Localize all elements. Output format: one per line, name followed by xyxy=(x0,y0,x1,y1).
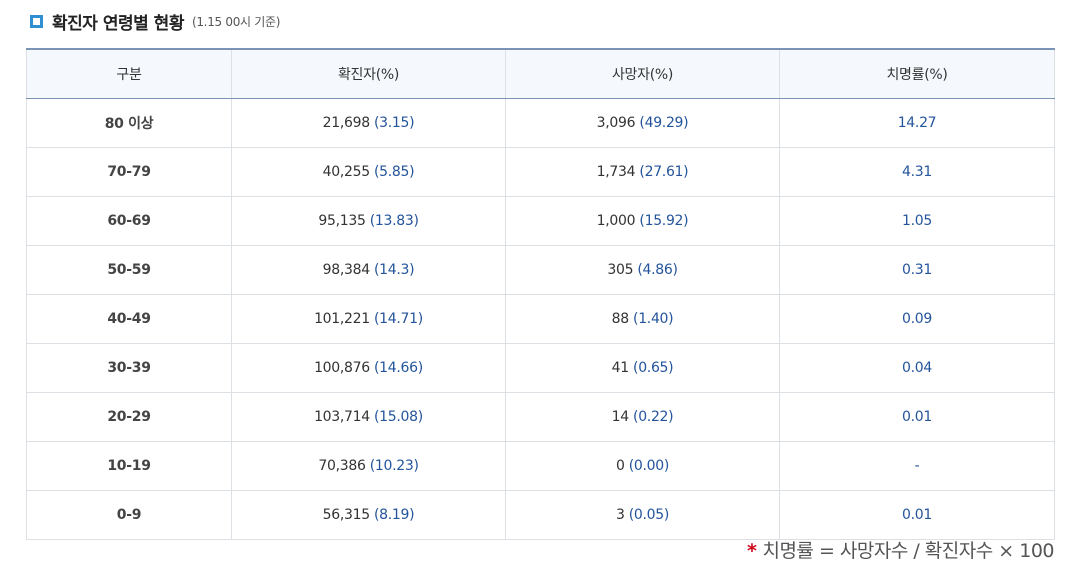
deaths-percent: (0.65) xyxy=(633,360,674,376)
cases-percent: (14.3) xyxy=(374,262,415,278)
table-row: 80 이상 21,698 (3.15) 3,096 (49.29) 14.27 xyxy=(26,98,1055,148)
footnote-text: 치명률 = 사망자수 / 확진자수 × 100 xyxy=(762,540,1054,562)
table-row: 40-49 101,221 (14.71) 88 (1.40) 0.09 xyxy=(26,294,1055,344)
fatality-rate-cell: 14.27 xyxy=(779,98,1055,148)
age-group-cell: 20-29 xyxy=(26,392,232,442)
fatality-rate-cell: 4.31 xyxy=(779,147,1055,197)
cases-cell: 101,221 (14.71) xyxy=(231,294,506,344)
fatality-rate-cell: 0.01 xyxy=(779,490,1055,540)
table-row: 60-69 95,135 (13.83) 1,000 (15.92) 1.05 xyxy=(26,196,1055,246)
page-subtitle: (1.15 00시 기준) xyxy=(191,14,281,29)
age-group-cell: 30-39 xyxy=(26,343,232,393)
fatality-rate-cell: 0.04 xyxy=(779,343,1055,393)
deaths-count: 305 xyxy=(607,262,634,278)
cases-percent: (8.19) xyxy=(374,507,415,523)
fatality-rate-cell: - xyxy=(779,441,1055,491)
deaths-count: 88 xyxy=(611,311,630,327)
section-header: 확진자 연령별 현황 (1.15 00시 기준) xyxy=(30,8,280,34)
cases-cell: 98,384 (14.3) xyxy=(231,245,506,295)
deaths-percent: (1.40) xyxy=(633,311,674,327)
deaths-cell: 3 (0.05) xyxy=(505,490,780,540)
cases-percent: (3.15) xyxy=(374,115,415,131)
age-group-cell: 80 이상 xyxy=(26,98,232,148)
table-row: 20-29 103,714 (15.08) 14 (0.22) 0.01 xyxy=(26,392,1055,442)
cases-count: 40,255 xyxy=(322,164,370,180)
cases-cell: 100,876 (14.66) xyxy=(231,343,506,393)
table-header-row: 구분 확진자(%) 사망자(%) 치명률(%) xyxy=(26,49,1055,99)
deaths-cell: 41 (0.65) xyxy=(505,343,780,393)
fatality-rate-cell: 0.01 xyxy=(779,392,1055,442)
deaths-cell: 1,734 (27.61) xyxy=(505,147,780,197)
fatality-rate-cell: 0.31 xyxy=(779,245,1055,295)
age-stats-table-container: 구분 확진자(%) 사망자(%) 치명률(%) 80 이상 21,698 (3.… xyxy=(26,48,1055,540)
deaths-count: 3 xyxy=(615,507,625,523)
cases-percent: (15.08) xyxy=(374,409,423,425)
age-group-cell: 70-79 xyxy=(26,147,232,197)
deaths-percent: (4.86) xyxy=(637,262,678,278)
cases-count: 95,135 xyxy=(318,213,366,229)
column-header-cases: 확진자(%) xyxy=(231,49,506,99)
deaths-cell: 1,000 (15.92) xyxy=(505,196,780,246)
age-group-cell: 40-49 xyxy=(26,294,232,344)
deaths-count: 0 xyxy=(615,458,625,474)
page-title: 확진자 연령별 현황 xyxy=(52,13,184,34)
age-group-cell: 10-19 xyxy=(26,441,232,491)
cases-count: 70,386 xyxy=(318,458,366,474)
column-header-deaths: 사망자(%) xyxy=(505,49,780,99)
deaths-count: 41 xyxy=(611,360,630,376)
cases-cell: 70,386 (10.23) xyxy=(231,441,506,491)
age-group-cell: 50-59 xyxy=(26,245,232,295)
cases-count: 101,221 xyxy=(314,311,370,327)
fatality-rate-cell: 1.05 xyxy=(779,196,1055,246)
deaths-cell: 14 (0.22) xyxy=(505,392,780,442)
cases-count: 56,315 xyxy=(322,507,370,523)
table-row: 70-79 40,255 (5.85) 1,734 (27.61) 4.31 xyxy=(26,147,1055,197)
cases-count: 21,698 xyxy=(322,115,370,131)
table-row: 10-19 70,386 (10.23) 0 (0.00) - xyxy=(26,441,1055,491)
cases-percent: (5.85) xyxy=(374,164,415,180)
table-row: 0-9 56,315 (8.19) 3 (0.05) 0.01 xyxy=(26,490,1055,540)
deaths-count: 14 xyxy=(611,409,630,425)
square-bullet-icon xyxy=(30,14,43,28)
table-row: 30-39 100,876 (14.66) 41 (0.65) 0.04 xyxy=(26,343,1055,393)
cases-count: 100,876 xyxy=(314,360,370,376)
column-header-group: 구분 xyxy=(26,49,232,99)
table-row: 50-59 98,384 (14.3) 305 (4.86) 0.31 xyxy=(26,245,1055,295)
cases-cell: 95,135 (13.83) xyxy=(231,196,506,246)
cases-cell: 56,315 (8.19) xyxy=(231,490,506,540)
deaths-count: 3,096 xyxy=(596,115,636,131)
deaths-cell: 0 (0.00) xyxy=(505,441,780,491)
fatality-rate-cell: 0.09 xyxy=(779,294,1055,344)
column-header-fatality-rate: 치명률(%) xyxy=(779,49,1055,99)
cases-count: 98,384 xyxy=(322,262,370,278)
fatality-rate-footnote: * 치명률 = 사망자수 / 확진자수 × 100 xyxy=(747,536,1054,563)
deaths-percent: (0.22) xyxy=(633,409,674,425)
cases-count: 103,714 xyxy=(314,409,370,425)
deaths-count: 1,000 xyxy=(596,213,636,229)
deaths-percent: (27.61) xyxy=(639,164,689,180)
deaths-cell: 3,096 (49.29) xyxy=(505,98,780,148)
deaths-percent: (15.92) xyxy=(639,213,689,229)
age-group-cell: 0-9 xyxy=(26,490,232,540)
cases-cell: 40,255 (5.85) xyxy=(231,147,506,197)
cases-percent: (14.66) xyxy=(374,360,423,376)
deaths-percent: (49.29) xyxy=(639,115,689,131)
cases-percent: (13.83) xyxy=(369,213,419,229)
cases-percent: (10.23) xyxy=(369,458,419,474)
age-stats-table: 구분 확진자(%) 사망자(%) 치명률(%) 80 이상 21,698 (3.… xyxy=(26,48,1055,540)
asterisk-mark: * xyxy=(747,540,757,562)
deaths-cell: 305 (4.86) xyxy=(505,245,780,295)
cases-percent: (14.71) xyxy=(374,311,423,327)
deaths-percent: (0.05) xyxy=(628,507,670,523)
deaths-percent: (0.00) xyxy=(628,458,670,474)
cases-cell: 21,698 (3.15) xyxy=(231,98,506,148)
deaths-count: 1,734 xyxy=(596,164,636,180)
age-group-cell: 60-69 xyxy=(26,196,232,246)
cases-cell: 103,714 (15.08) xyxy=(231,392,506,442)
deaths-cell: 88 (1.40) xyxy=(505,294,780,344)
